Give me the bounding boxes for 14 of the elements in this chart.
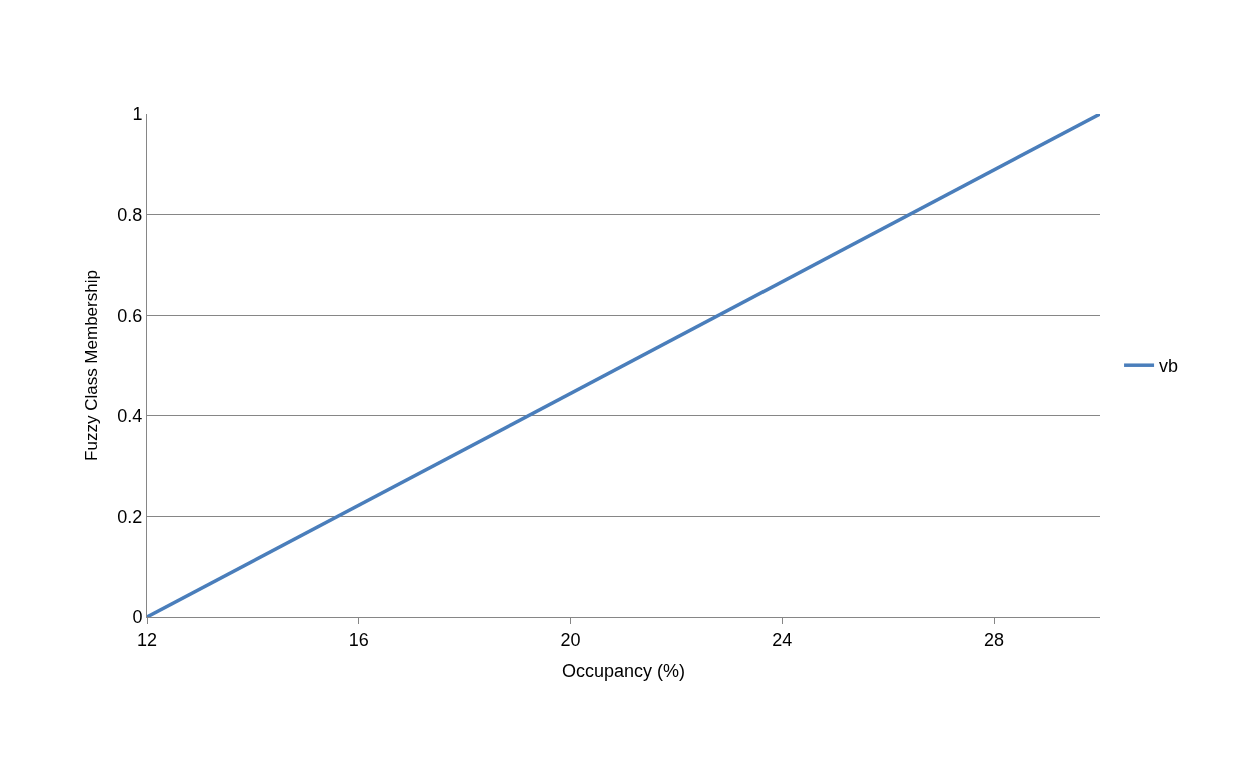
y-tick-label: 0.8: [117, 204, 143, 225]
x-tick-label: 12: [136, 629, 158, 650]
y-tick-label: 0.4: [117, 406, 143, 427]
y-tick-label: 0.6: [117, 305, 143, 326]
y-tick-label: 0: [132, 607, 143, 628]
y-axis-title: Fuzzy Class Membership: [81, 270, 101, 461]
x-tick-label: 20: [560, 629, 581, 650]
x-tick-label: 16: [348, 629, 369, 650]
x-tick-label: 24: [772, 629, 793, 650]
y-tick-label: 0.2: [117, 506, 143, 527]
x-axis-title: Occupancy (%): [561, 660, 686, 681]
x-tick-label: 28: [984, 629, 1005, 650]
y-tick-label: 1: [132, 104, 143, 125]
legend-label: vb: [1159, 356, 1179, 377]
